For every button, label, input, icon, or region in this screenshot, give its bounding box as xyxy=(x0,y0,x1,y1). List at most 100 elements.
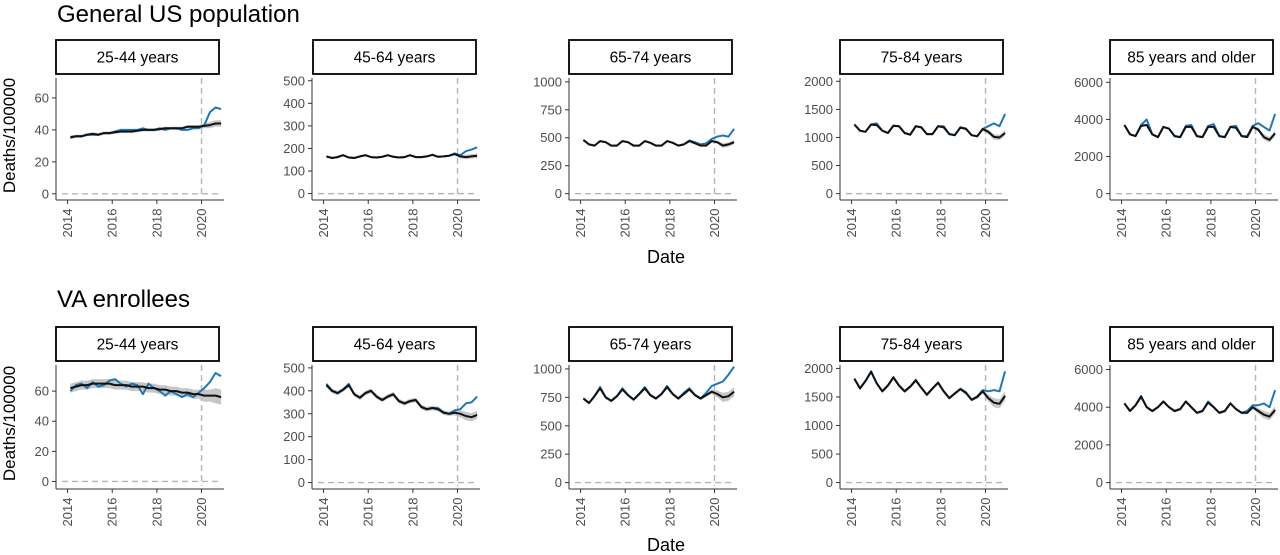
y-tick-label: 1000 xyxy=(804,418,833,433)
x-tick-label: 2014 xyxy=(844,209,859,238)
y-tick-label: 0 xyxy=(1096,475,1103,490)
observed-series-line xyxy=(325,382,478,415)
facet-strip-label: 25-44 years xyxy=(97,50,179,67)
x-tick-label: 2016 xyxy=(105,209,120,238)
x-tick-label: 2020 xyxy=(450,209,465,238)
panel-1-5: 85 years and older 0 2000 4000 6000 2014 2016 2… xyxy=(1074,39,1278,238)
y-tick-label: 60 xyxy=(35,90,49,105)
expected-series-line xyxy=(70,382,222,399)
y-tick-label: 6000 xyxy=(1074,362,1103,377)
y-tick-label: 500 xyxy=(811,158,833,173)
x-tick-label: 2016 xyxy=(1159,209,1174,238)
expected-series-line xyxy=(326,153,478,159)
x-tick-label: 2016 xyxy=(105,498,120,527)
x-tick-label: 2018 xyxy=(933,498,948,527)
y-tick-label: 100 xyxy=(283,164,305,179)
x-tick-label: 2014 xyxy=(844,498,859,527)
facet-row-1: General US population Deaths/100000 Date 25… xyxy=(0,1,1278,267)
y-axis-label: Deaths/100000 xyxy=(0,366,19,481)
y-tick-label: 400 xyxy=(283,96,305,111)
y-tick-label: 60 xyxy=(35,384,49,399)
facet-strip xyxy=(312,326,477,362)
y-tick-label: 400 xyxy=(283,383,305,398)
panel-2-4: 75-84 years 0 500 1000 1500 2000 2014 2016 2018 2… xyxy=(804,326,1008,527)
y-tick-label: 1000 xyxy=(804,130,833,145)
y-tick-label: 250 xyxy=(540,447,562,462)
y-tick-label: 300 xyxy=(283,118,305,133)
x-tick-label: 2020 xyxy=(194,498,209,527)
y-tick-label: 500 xyxy=(540,418,562,433)
y-tick-label: 40 xyxy=(35,414,49,429)
x-tick-label: 2018 xyxy=(149,498,164,527)
x-tick-label: 2018 xyxy=(149,209,164,238)
x-tick-label: 2018 xyxy=(933,209,948,238)
x-tick-label: 2016 xyxy=(889,209,904,238)
y-tick-label: 100 xyxy=(283,452,305,467)
y-tick-label: 0 xyxy=(42,474,49,489)
x-tick-label: 2020 xyxy=(707,209,722,238)
y-tick-label: 0 xyxy=(298,186,305,201)
panel-1-1: 25-44 years 0 20 40 60 2014 2016 2018 2020 xyxy=(35,39,224,238)
y-tick-label: 2000 xyxy=(1074,149,1103,164)
x-tick-label: 2016 xyxy=(618,209,633,238)
y-tick-label: 250 xyxy=(540,158,562,173)
observed-series-line xyxy=(1123,389,1277,414)
x-tick-label: 2018 xyxy=(405,498,420,527)
x-tick-label: 2014 xyxy=(1114,498,1129,527)
expected-series-line xyxy=(853,123,1006,139)
x-tick-label: 2014 xyxy=(316,498,331,527)
facet-strip xyxy=(312,39,477,75)
x-tick-label: 2014 xyxy=(573,498,588,527)
x-tick-label: 2020 xyxy=(450,498,465,527)
expected-series-line xyxy=(325,384,478,419)
y-tick-label: 0 xyxy=(1096,186,1103,201)
y-tick-label: 20 xyxy=(35,154,49,169)
x-tick-label: 2020 xyxy=(1248,498,1263,527)
y-tick-label: 2000 xyxy=(804,74,833,89)
facet-strip-label: 85 years and older xyxy=(1127,50,1255,67)
expected-series-line xyxy=(582,386,735,404)
y-tick-label: 6000 xyxy=(1074,75,1103,90)
y-tick-label: 200 xyxy=(283,429,305,444)
y-tick-label: 200 xyxy=(283,141,305,156)
facet-strip xyxy=(839,39,1004,75)
facet-strip xyxy=(1109,326,1274,362)
facet-strip-label: 75-84 years xyxy=(881,50,963,67)
facet-strip xyxy=(568,326,733,362)
panel-1-2: 45-64 years 0 100 200 300 400 500 2014 2016 2018 2… xyxy=(283,39,480,238)
y-tick-label: 1500 xyxy=(804,389,833,404)
x-tick-label: 2018 xyxy=(662,209,677,238)
x-tick-label: 2014 xyxy=(573,209,588,238)
facet-row-2: VA enrollees Deaths/100000 Date 25-44 years… xyxy=(0,286,1278,555)
y-tick-label: 750 xyxy=(540,390,562,405)
facet-strip xyxy=(839,326,1004,362)
facet-strip-label: 75-84 years xyxy=(881,337,963,354)
panel-2-1: 25-44 years 0 20 40 60 2014 2016 2018 2020 xyxy=(35,326,224,527)
x-tick-label: 2014 xyxy=(316,209,331,238)
facet-strip-label: 85 years and older xyxy=(1127,337,1255,354)
y-tick-label: 0 xyxy=(826,186,833,201)
x-tick-label: 2018 xyxy=(405,209,420,238)
x-tick-label: 2016 xyxy=(1159,498,1174,527)
x-tick-label: 2018 xyxy=(662,498,677,527)
observed-series-line xyxy=(853,370,1007,401)
y-tick-label: 1000 xyxy=(533,361,562,376)
facet-strip-label: 45-64 years xyxy=(354,50,436,67)
y-tick-label: 500 xyxy=(283,73,305,88)
y-tick-label: 20 xyxy=(35,444,49,459)
facet-strip xyxy=(55,326,220,362)
y-tick-label: 0 xyxy=(555,186,562,201)
y-tick-label: 300 xyxy=(283,406,305,421)
expected-series-line xyxy=(1123,124,1276,141)
x-tick-label: 2020 xyxy=(194,209,209,238)
x-tick-label: 2014 xyxy=(1114,209,1129,238)
panel-2-5: 85 years and older 0 2000 4000 6000 2014 2016 2… xyxy=(1074,326,1278,527)
panel-2-3: 65-74 years 0 250 500 750 1000 2014 2016 2018 202… xyxy=(533,326,737,527)
y-tick-label: 0 xyxy=(555,475,562,490)
facet-strip-label: 65-74 years xyxy=(610,337,692,354)
y-tick-label: 4000 xyxy=(1074,400,1103,415)
x-tick-label: 2020 xyxy=(707,498,722,527)
x-tick-label: 2018 xyxy=(1203,209,1218,238)
panel-1-4: 75-84 years 0 500 1000 1500 2000 2014 2016 2018 2… xyxy=(804,39,1008,238)
